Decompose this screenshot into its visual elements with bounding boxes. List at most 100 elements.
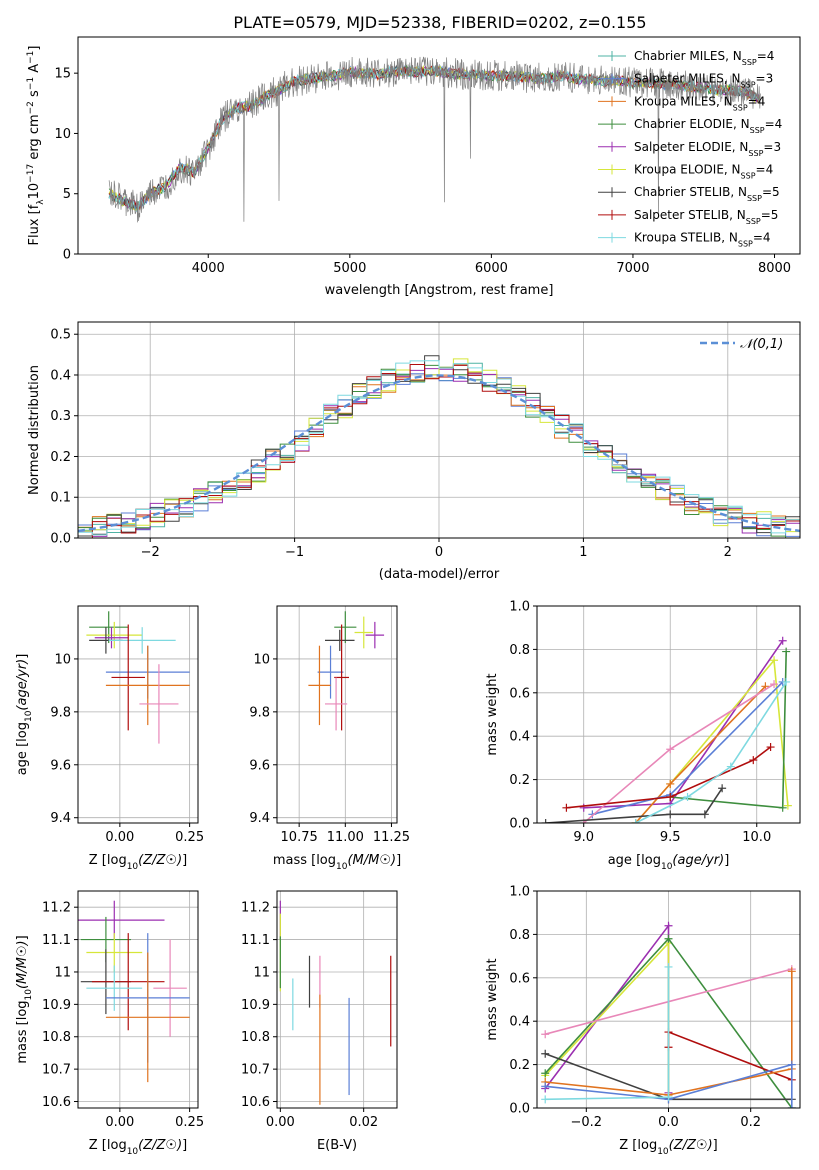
x-tick-label: 0.00 [266, 1115, 295, 1130]
spectrum-plot-area [108, 56, 761, 223]
spectrum-data-line [108, 56, 761, 223]
x-tick-label: 11.25 [373, 830, 410, 845]
subscript: 10 [24, 989, 34, 1001]
mass-weight-marker [664, 962, 673, 971]
data-point [111, 624, 145, 731]
mass-weight-marker [770, 656, 779, 665]
histogram-step [78, 364, 800, 538]
x-tick-label: 5000 [333, 261, 366, 276]
legend-subscript: SSP [742, 58, 757, 67]
massweight_vs_Z-xlabel: Z [log10(Z/Z☉)] [619, 1138, 717, 1157]
x-tick-label: 0.00 [105, 1115, 134, 1130]
data-point [308, 645, 331, 726]
legend-label: 𝒩(0,1) [740, 337, 783, 352]
legend-label: Kroupa MILES, NSSP=4 [634, 94, 765, 112]
legend-label: Chabrier MILES, NSSP=4 [634, 49, 774, 67]
mass-weight-marker [631, 819, 640, 823]
y-tick-label: 0.0 [50, 532, 71, 547]
legend-label: Kroupa ELODIE, NSSP=4 [634, 163, 773, 181]
legend-subscript: SSP [738, 239, 753, 248]
mass-weight-marker [782, 647, 791, 656]
x-tick-label: −0.2 [571, 1115, 603, 1130]
data-point [91, 933, 165, 1031]
x-tick-label: 10.75 [281, 830, 318, 845]
y-tick-label: 5 [63, 187, 71, 202]
subscript: 10 [336, 862, 348, 872]
legend-label: Salpeter ELODIE, NSSP=3 [634, 140, 781, 158]
data-point [365, 621, 385, 649]
data-point [86, 965, 143, 1011]
mass-weight-line [566, 746, 772, 809]
label-script: λ [36, 199, 46, 205]
spectrum-legend: Chabrier MILES, NSSP=4 Salpeter MILES, NS… [598, 49, 782, 248]
data-point [108, 627, 176, 654]
x-tick-label: 8000 [758, 261, 791, 276]
x-tick-label: 2 [724, 545, 732, 560]
y-tick-label: 10.9 [241, 998, 270, 1013]
mass-weight-line [635, 681, 787, 823]
mass-weight-marker [787, 1104, 796, 1108]
y-tick-label: 11.2 [42, 901, 71, 916]
legend-label: Kroupa STELIB, NSSP=4 [634, 231, 771, 249]
mass-weight-marker [664, 1093, 673, 1102]
legend-label: Salpeter MILES, NSSP=3 [634, 72, 773, 90]
subscript: 10 [661, 862, 673, 872]
mass_vs_Z-ylabel: mass [log10(M/M☉)] [15, 935, 34, 1063]
x-tick-label: 9.5 [660, 830, 681, 845]
mass-weight-line [545, 787, 723, 823]
mass-weight-marker [782, 677, 791, 686]
y-tick-label: 10 [253, 652, 270, 667]
mass-weight-marker [666, 779, 675, 788]
mass-weight-marker [778, 803, 787, 812]
mass_vs_EBV-xlabel: E(B-V) [317, 1138, 357, 1153]
legend-subscript: SSP [741, 80, 756, 89]
y-tick-label: 0.2 [50, 450, 71, 465]
mass-weight-marker [579, 803, 588, 812]
y-tick-label: 11.1 [241, 933, 270, 948]
mass-weight-line [635, 685, 766, 823]
label-script: −1 [26, 77, 36, 90]
data-point [105, 645, 190, 726]
legend-label: Salpeter STELIB, NSSP=5 [634, 208, 778, 226]
label-italic: (Z/Z☉) [138, 1138, 182, 1153]
x-tick-label: 0.0 [658, 1115, 679, 1130]
label-script: −2 [26, 101, 36, 114]
mass-weight-marker [700, 810, 709, 819]
spectrum-frame [77, 36, 801, 255]
y-tick-label: 10.7 [42, 1063, 71, 1078]
y-tick-label: 11.1 [42, 933, 71, 948]
data-point [86, 621, 143, 649]
mass-weight-marker [541, 1049, 550, 1058]
y-tick-label: 0.8 [509, 643, 530, 658]
mass-weight-marker [666, 810, 675, 819]
data-point [105, 952, 190, 1083]
label-italic: (age/yr) [15, 659, 30, 711]
mass-weight-marker [766, 743, 775, 752]
mass-weight-marker [541, 1082, 550, 1091]
massweight_vs_age-xlabel: age [log10(age/yr)] [608, 853, 730, 872]
y-tick-label: 1.0 [509, 885, 530, 900]
x-tick-label: −2 [141, 545, 160, 560]
age_vs_mass-plot-area [308, 611, 385, 731]
age_vs_Z-plot-area [86, 611, 190, 744]
data-point [334, 611, 357, 644]
legend-label: Chabrier ELODIE, NSSP=4 [634, 117, 782, 135]
mass-weight-marker [664, 934, 673, 943]
legend-label: Chabrier STELIB, NSSP=5 [634, 185, 780, 203]
data-point [354, 616, 373, 649]
mass_vs_Z-frame [77, 890, 199, 1109]
y-tick-label: 0.5 [50, 328, 71, 343]
spectrum-axes: 4000 5000 6000 7000 8000 0 5 10 15 wavelength [An… [26, 36, 801, 298]
data-point [325, 677, 348, 731]
spectrum-xlabel: wavelength [Angstrom, rest frame] [325, 283, 554, 298]
massweight_vs_Z-plot-area [541, 921, 796, 1108]
y-tick-label: 10.8 [241, 1030, 270, 1045]
y-tick-label: 15 [54, 67, 71, 82]
mass-weight-marker [778, 636, 787, 645]
mass-weight-line [544, 941, 670, 1095]
massweight_vs_age-plot-area [541, 636, 792, 823]
label-italic: (age/yr) [672, 853, 724, 868]
y-tick-label: 0.2 [509, 1058, 530, 1073]
